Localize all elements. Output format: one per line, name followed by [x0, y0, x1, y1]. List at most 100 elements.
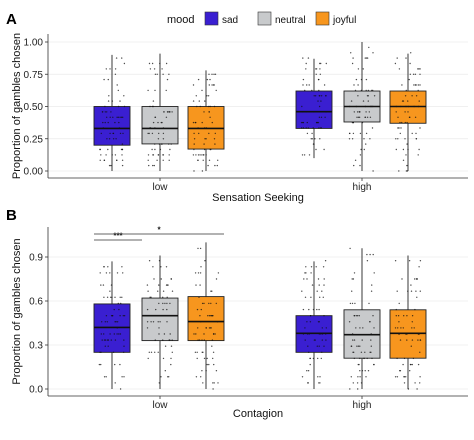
- data-point: [349, 247, 351, 250]
- data-point: [170, 143, 172, 145]
- data-point: [314, 95, 317, 97]
- data-point: [357, 345, 360, 347]
- data-point: [166, 308, 168, 311]
- data-point: [373, 95, 376, 97]
- data-point: [305, 272, 307, 274]
- data-point: [156, 159, 158, 161]
- data-point: [396, 376, 399, 378]
- data-point: [414, 308, 416, 311]
- data-point: [360, 89, 363, 92]
- data-point: [307, 382, 309, 384]
- data-point: [111, 154, 113, 156]
- data-point: [368, 111, 370, 113]
- data-point: [348, 138, 351, 140]
- data-point: [195, 284, 197, 286]
- data-point: [208, 363, 210, 366]
- data-point: [211, 121, 213, 124]
- data-point: [414, 84, 417, 86]
- data-point: [200, 308, 202, 311]
- data-point: [359, 164, 361, 167]
- data-point: [212, 357, 214, 360]
- data-point: [163, 111, 165, 113]
- data-point: [118, 308, 120, 311]
- data-point: [351, 278, 353, 280]
- data-point: [351, 62, 354, 65]
- data-point: [114, 73, 117, 76]
- data-point: [203, 339, 205, 341]
- data-point: [166, 321, 168, 323]
- data-point: [302, 308, 305, 311]
- data-point: [364, 351, 366, 353]
- data-point: [194, 121, 197, 124]
- data-point: [108, 164, 111, 167]
- data-point: [364, 370, 366, 372]
- data-point: [165, 62, 168, 65]
- data-point: [360, 351, 363, 353]
- data-point: [362, 327, 364, 329]
- data-point: [395, 148, 397, 151]
- data-point: [312, 127, 314, 129]
- data-point: [111, 100, 114, 102]
- data-point: [407, 290, 409, 292]
- data-point: [349, 388, 351, 390]
- data-point: [352, 382, 354, 384]
- data-point: [196, 308, 199, 311]
- data-point: [170, 357, 172, 360]
- data-point: [208, 84, 210, 86]
- data-point: [401, 278, 403, 280]
- data-point: [372, 315, 374, 317]
- data-point: [207, 95, 210, 97]
- data-point: [370, 345, 372, 347]
- data-point: [319, 73, 321, 76]
- data-point: [416, 388, 418, 390]
- data-point: [361, 339, 363, 341]
- panel-letter: B: [6, 207, 17, 224]
- data-point: [300, 127, 303, 129]
- data-point: [359, 154, 362, 156]
- data-point: [394, 376, 397, 378]
- y-tick-label: 1.00: [24, 38, 44, 49]
- data-point: [155, 308, 157, 311]
- data-point: [315, 148, 317, 151]
- data-point: [119, 132, 122, 135]
- data-point: [410, 52, 412, 54]
- data-point: [158, 260, 161, 262]
- data-point: [148, 132, 150, 135]
- data-point: [198, 100, 200, 102]
- data-point: [397, 116, 399, 119]
- data-point: [303, 154, 306, 156]
- data-point: [320, 62, 322, 65]
- data-point: [394, 260, 397, 262]
- data-point: [203, 143, 205, 145]
- data-point: [121, 154, 123, 156]
- data-point: [318, 284, 320, 286]
- data-point: [162, 339, 164, 341]
- data-point: [119, 296, 121, 298]
- data-point: [419, 73, 421, 76]
- data-point: [114, 296, 116, 298]
- data-point: [309, 357, 311, 360]
- data-point: [319, 376, 321, 378]
- data-point: [104, 121, 106, 124]
- data-point: [107, 148, 109, 151]
- data-point: [108, 95, 110, 97]
- data-point: [162, 138, 165, 140]
- data-point: [418, 266, 420, 268]
- data-point: [348, 321, 351, 323]
- legend-label-sad: sad: [222, 15, 238, 26]
- data-point: [199, 272, 202, 274]
- y-tick-label: 0.75: [24, 70, 44, 81]
- data-point: [162, 308, 164, 311]
- data-point: [197, 339, 199, 341]
- data-point: [405, 170, 408, 172]
- data-point: [164, 345, 167, 347]
- data-point: [306, 278, 308, 280]
- data-point: [198, 339, 201, 341]
- data-point: [353, 357, 355, 360]
- data-point: [394, 62, 397, 65]
- data-point: [323, 278, 325, 280]
- data-point: [109, 68, 111, 70]
- data-point: [419, 351, 421, 353]
- data-point: [371, 89, 373, 92]
- data-point: [411, 95, 413, 97]
